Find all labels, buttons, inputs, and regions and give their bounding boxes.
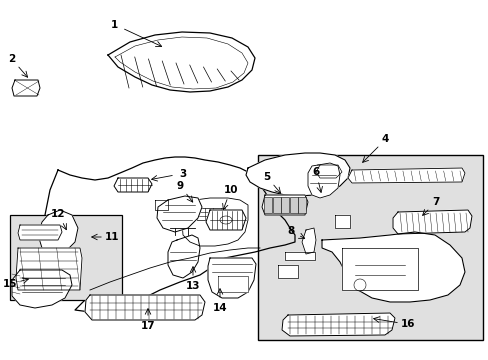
Polygon shape [218, 276, 247, 292]
Polygon shape [245, 153, 349, 196]
Polygon shape [108, 32, 254, 92]
Polygon shape [315, 165, 341, 178]
Bar [272, 197, 280, 213]
Polygon shape [207, 258, 256, 298]
Text: 2: 2 [8, 54, 15, 64]
Text: 6: 6 [312, 167, 319, 177]
Polygon shape [334, 215, 349, 228]
Bar [264, 197, 271, 213]
Bar [281, 197, 288, 213]
Polygon shape [12, 80, 40, 96]
Polygon shape [205, 210, 245, 230]
Polygon shape [302, 228, 315, 254]
Polygon shape [341, 248, 417, 290]
Bar [297, 197, 305, 213]
Text: 13: 13 [185, 281, 200, 291]
Polygon shape [168, 235, 200, 278]
Polygon shape [157, 196, 202, 232]
Polygon shape [85, 295, 204, 320]
Polygon shape [182, 198, 247, 246]
Polygon shape [45, 157, 294, 312]
Bar [10, 215, 122, 300]
Text: 12: 12 [51, 209, 65, 219]
Text: 3: 3 [179, 168, 186, 179]
Bar [258, 155, 482, 340]
Polygon shape [285, 252, 314, 260]
Polygon shape [18, 225, 62, 240]
Text: 5: 5 [263, 172, 270, 182]
Text: 7: 7 [431, 197, 438, 207]
Polygon shape [114, 178, 152, 192]
Polygon shape [16, 248, 82, 290]
Polygon shape [321, 232, 464, 302]
Text: 1: 1 [111, 20, 118, 30]
Polygon shape [155, 200, 168, 210]
Text: 9: 9 [176, 181, 183, 191]
Polygon shape [347, 168, 464, 183]
Bar [289, 197, 297, 213]
Text: 10: 10 [223, 185, 238, 194]
Polygon shape [278, 265, 297, 278]
Text: 14: 14 [212, 303, 227, 313]
Polygon shape [282, 313, 394, 336]
Text: 15: 15 [3, 279, 18, 289]
Text: 4: 4 [381, 134, 388, 144]
Polygon shape [38, 210, 78, 255]
Text: 17: 17 [141, 321, 155, 331]
Polygon shape [12, 270, 72, 308]
Text: 8: 8 [286, 226, 294, 237]
Polygon shape [392, 210, 471, 234]
Text: 16: 16 [400, 319, 414, 329]
Polygon shape [307, 163, 339, 198]
Polygon shape [262, 195, 307, 215]
Text: 11: 11 [104, 232, 119, 242]
